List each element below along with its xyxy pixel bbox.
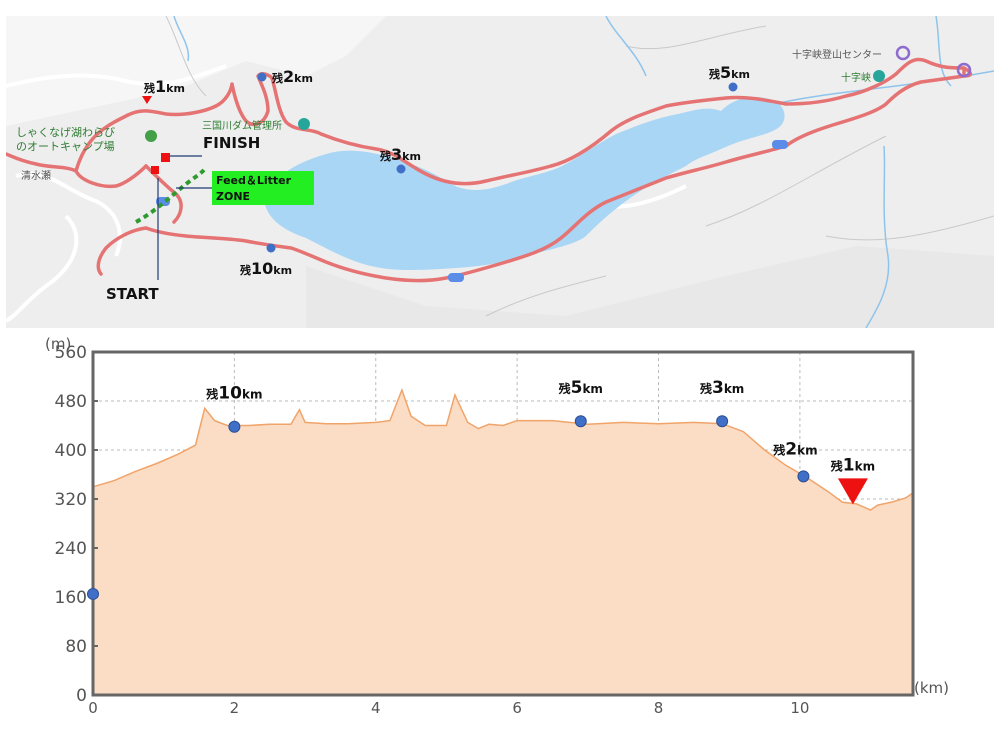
profile-label-1km: 残1km: [831, 455, 875, 475]
map-canvas: しゃくなげ湖わらび のオートキャンプ場 三国川ダム管理所 十字峡登山センター 十…: [6, 16, 994, 328]
elevation-line: [92, 387, 914, 511]
y-tick-560: 560: [55, 343, 87, 363]
map-label-5km: 残5km: [709, 63, 750, 82]
elevation-chart: 0 80 160 240 320 400 480 560 0 2 4 6 8 10 (m) (km) 残…: [45, 335, 949, 717]
finish-marker: [161, 153, 170, 162]
map-label-1km: 残1km: [144, 77, 185, 96]
jujikyo-label: 十字峡: [841, 71, 871, 84]
map-label-2km: 残2km: [272, 67, 313, 86]
y-tick-320: 320: [55, 490, 87, 510]
shimizuse-label: 清水瀬: [21, 169, 51, 182]
y-tick-480: 480: [55, 392, 87, 412]
map-label-10km: 残10km: [240, 259, 292, 278]
course-map: しゃくなげ湖わらび のオートキャンプ場 三国川ダム管理所 十字峡登山センター 十…: [6, 16, 994, 328]
distance-points: 残10km 残5km 残3km 残2km 残1km: [87, 378, 875, 600]
x-tick-10: 10: [790, 699, 809, 717]
y-tick-80: 80: [65, 637, 87, 657]
camp-label-2: のオートキャンプ場: [16, 140, 115, 153]
leader-lines: [157, 155, 212, 280]
map-marker-1km: [142, 96, 152, 104]
profile-point-2: [574, 415, 587, 428]
x-axis-label: (km): [914, 679, 949, 697]
elevation-area: [93, 390, 913, 695]
feed-zone-label-1: Feed＆Litter: [216, 174, 292, 187]
map-marker-2km: [257, 72, 267, 82]
map-marker-10km: [266, 243, 276, 253]
profile-point-0: [87, 587, 99, 600]
x-tick-8: 8: [654, 699, 664, 717]
camp-label-1: しゃくなげ湖わらび: [16, 126, 115, 139]
start-marker: [151, 166, 159, 174]
y-tick-160: 160: [55, 588, 87, 608]
profile-point-4: [797, 470, 810, 483]
y-tick-0: 0: [76, 686, 87, 706]
y-axis-label: (m): [45, 335, 71, 353]
map-label-3km: 残3km: [380, 145, 421, 164]
profile-point-3: [716, 415, 729, 428]
center-label: 十字峡登山センター: [792, 48, 882, 61]
terrain-lines: [165, 16, 994, 317]
map-marker-5km: [728, 82, 738, 92]
map-marker-3km: [396, 164, 406, 174]
elevation-profile: 0 80 160 240 320 400 480 560 0 2 4 6 8 10 (m) (km) 残…: [0, 332, 1000, 750]
x-tick-6: 6: [512, 699, 522, 717]
x-tick-4: 4: [371, 699, 381, 717]
profile-marker-1km: [837, 478, 868, 505]
profile-label-3: 残3km: [700, 378, 744, 398]
finish-label: FINISH: [203, 134, 260, 152]
feed-zone-box: [212, 171, 314, 205]
y-tick-labels: 0 80 160 240 320 400 480 560: [55, 343, 98, 706]
start-label: START: [106, 285, 159, 303]
x-tick-0: 0: [88, 699, 98, 717]
poi-icons: [145, 45, 972, 142]
plot-frame: [91, 350, 915, 697]
x-tick-2: 2: [230, 699, 240, 717]
profile-point-1: [228, 420, 241, 433]
dam-label: 三国川ダム管理所: [202, 119, 282, 132]
x-tick-labels: 0 2 4 6 8 10: [88, 699, 809, 717]
map-distance-markers: 残1km 残2km 残3km 残5km 残10km: [142, 63, 750, 278]
profile-label-4: 残2km: [773, 439, 817, 459]
lake: [264, 97, 785, 270]
y-tick-400: 400: [55, 441, 87, 461]
feed-zone-label-2: ZONE: [216, 190, 250, 203]
y-tick-240: 240: [55, 539, 87, 559]
profile-label-2: 残5km: [559, 378, 603, 398]
profile-label-1: 残10km: [206, 384, 262, 404]
rivers: [173, 16, 994, 328]
feed-zone-path: [135, 168, 206, 224]
